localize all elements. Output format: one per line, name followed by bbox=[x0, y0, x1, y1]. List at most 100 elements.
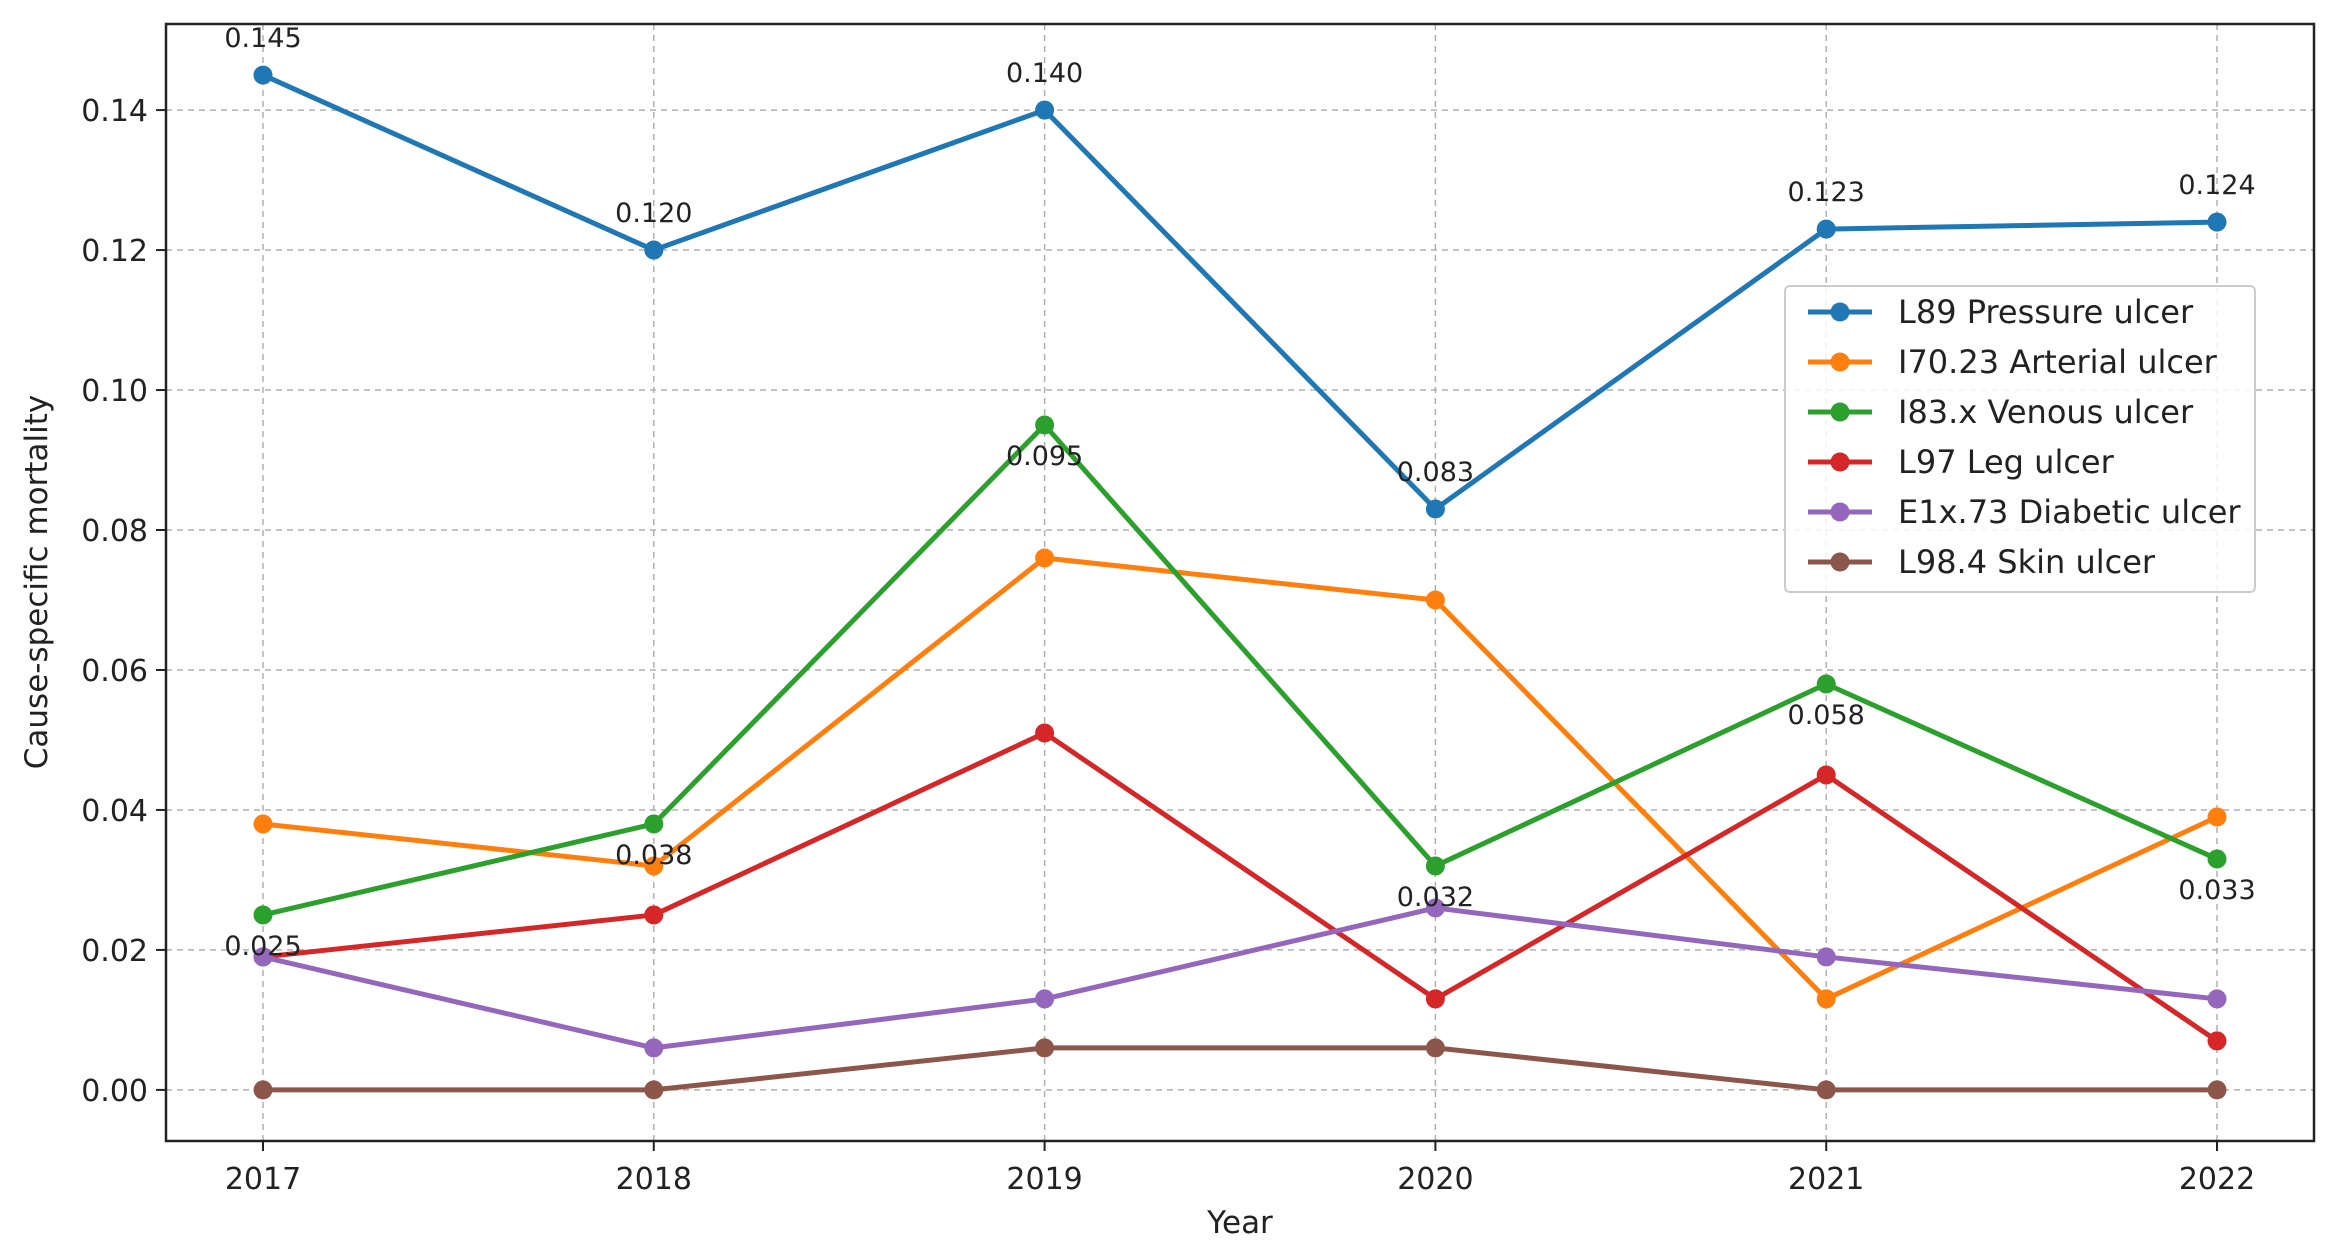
data-point bbox=[1035, 100, 1055, 120]
data-point bbox=[1816, 674, 1836, 694]
annotation-layer: 0.145 0.120 0.140 0.083 0.123 0.124 0.025 0.038… bbox=[224, 23, 2255, 962]
data-point bbox=[1425, 499, 1445, 519]
data-point bbox=[1816, 1080, 1836, 1100]
data-label: 0.033 bbox=[2178, 875, 2255, 906]
legend-items: L89 Pressure ulcer I70.23 Arterial ulcer I… bbox=[1808, 293, 2241, 581]
series-5 bbox=[253, 898, 2227, 1058]
y-axis: 0.00 0.02 0.04 0.06 0.08 0.10 0.12 0.14 bbox=[81, 94, 166, 1109]
data-point bbox=[1425, 856, 1445, 876]
data-point bbox=[1035, 415, 1055, 435]
legend: L89 Pressure ulcer I70.23 Arterial ulcer I… bbox=[1784, 285, 2256, 593]
data-label: 0.025 bbox=[224, 931, 301, 962]
data-point bbox=[2207, 849, 2227, 869]
data-point bbox=[2207, 989, 2227, 1009]
y-tick-label: 0.10 bbox=[81, 374, 148, 409]
legend-item: E1x.73 Diabetic ulcer bbox=[1808, 493, 2241, 531]
legend-item: L98.4 Skin ulcer bbox=[1808, 543, 2156, 581]
data-point bbox=[1425, 898, 1445, 918]
data-label: 0.145 bbox=[224, 23, 301, 54]
series-4 bbox=[253, 723, 2227, 1051]
series-6 bbox=[253, 1038, 2227, 1100]
legend-swatch-marker bbox=[1830, 452, 1850, 472]
legend-label: I83.x Venous ulcer bbox=[1898, 393, 2194, 431]
legend-swatch-marker bbox=[1830, 552, 1850, 572]
x-tick-label: 2020 bbox=[1397, 1162, 1473, 1197]
legend-swatch-marker bbox=[1830, 402, 1850, 422]
data-point bbox=[644, 1080, 664, 1100]
data-point bbox=[2207, 1031, 2227, 1051]
data-label: 0.083 bbox=[1397, 457, 1474, 488]
y-tick-label: 0.06 bbox=[81, 654, 148, 689]
series-1 bbox=[253, 65, 2227, 519]
legend-swatch-marker bbox=[1830, 352, 1850, 372]
data-point bbox=[1425, 1038, 1445, 1058]
data-point bbox=[2207, 212, 2227, 232]
y-tick-label: 0.14 bbox=[81, 94, 148, 129]
data-label: 0.140 bbox=[1006, 58, 1083, 89]
data-point bbox=[644, 240, 664, 260]
data-point bbox=[253, 947, 273, 967]
y-tick-label: 0.08 bbox=[81, 514, 148, 549]
data-point bbox=[644, 814, 664, 834]
data-point bbox=[1035, 723, 1055, 743]
series-line bbox=[260, 730, 2220, 1044]
data-point bbox=[1425, 989, 1445, 1009]
legend-swatch-marker bbox=[1830, 502, 1850, 522]
data-point bbox=[644, 1038, 664, 1058]
data-label: 0.123 bbox=[1788, 177, 1865, 208]
data-point bbox=[644, 856, 664, 876]
data-point bbox=[1035, 1038, 1055, 1058]
legend-label: L97 Leg ulcer bbox=[1898, 443, 2115, 481]
data-point bbox=[2207, 807, 2227, 827]
data-point bbox=[1035, 548, 1055, 568]
data-point bbox=[1816, 765, 1836, 785]
data-point bbox=[1816, 219, 1836, 239]
x-tick-label: 2019 bbox=[1006, 1162, 1082, 1197]
legend-frame bbox=[1784, 285, 2256, 593]
data-label: 0.032 bbox=[1397, 882, 1474, 913]
series-2 bbox=[253, 548, 2227, 1009]
series-3 bbox=[253, 415, 2227, 925]
data-point bbox=[253, 905, 273, 925]
x-tick-label: 2021 bbox=[1788, 1162, 1864, 1197]
data-label: 0.058 bbox=[1788, 700, 1865, 731]
series-line bbox=[260, 555, 2220, 1002]
data-point bbox=[1425, 590, 1445, 610]
data-point bbox=[644, 905, 664, 925]
legend-label: L89 Pressure ulcer bbox=[1898, 293, 2194, 331]
data-label: 0.038 bbox=[615, 840, 692, 871]
data-point bbox=[253, 1080, 273, 1100]
data-point bbox=[253, 814, 273, 834]
y-tick-label: 0.02 bbox=[81, 934, 148, 969]
legend-label: L98.4 Skin ulcer bbox=[1898, 543, 2156, 581]
x-tick-label: 2017 bbox=[225, 1162, 301, 1197]
legend-swatch-marker bbox=[1830, 302, 1850, 322]
x-tick-label: 2022 bbox=[2179, 1162, 2255, 1197]
series-layer bbox=[253, 65, 2227, 1100]
data-label: 0.124 bbox=[2178, 170, 2255, 201]
legend-item: I83.x Venous ulcer bbox=[1808, 393, 2194, 431]
legend-label: I70.23 Arterial ulcer bbox=[1898, 343, 2218, 381]
series-line bbox=[260, 1045, 2220, 1093]
data-point bbox=[1816, 989, 1836, 1009]
data-label: 0.095 bbox=[1006, 441, 1083, 472]
x-tick-label: 2018 bbox=[616, 1162, 692, 1197]
legend-item: L89 Pressure ulcer bbox=[1808, 293, 2194, 331]
series-line bbox=[260, 905, 2220, 1051]
y-tick-label: 0.12 bbox=[81, 234, 148, 269]
x-axis-label: Year bbox=[1206, 1205, 1273, 1241]
plot-frame bbox=[164, 22, 2316, 1143]
series-line bbox=[260, 72, 2220, 512]
legend-label: E1x.73 Diabetic ulcer bbox=[1898, 493, 2241, 531]
y-tick-label: 0.04 bbox=[81, 794, 148, 829]
x-axis: 2017 2018 2019 2020 2021 2022 bbox=[225, 1141, 2255, 1197]
y-axis-label: Cause-specific mortality bbox=[19, 395, 55, 769]
data-label: 0.120 bbox=[615, 198, 692, 229]
data-point bbox=[1035, 989, 1055, 1009]
series-line bbox=[260, 422, 2220, 918]
data-point bbox=[253, 65, 273, 85]
y-tick-label: 0.00 bbox=[81, 1074, 148, 1109]
legend-item: I70.23 Arterial ulcer bbox=[1808, 343, 2218, 381]
